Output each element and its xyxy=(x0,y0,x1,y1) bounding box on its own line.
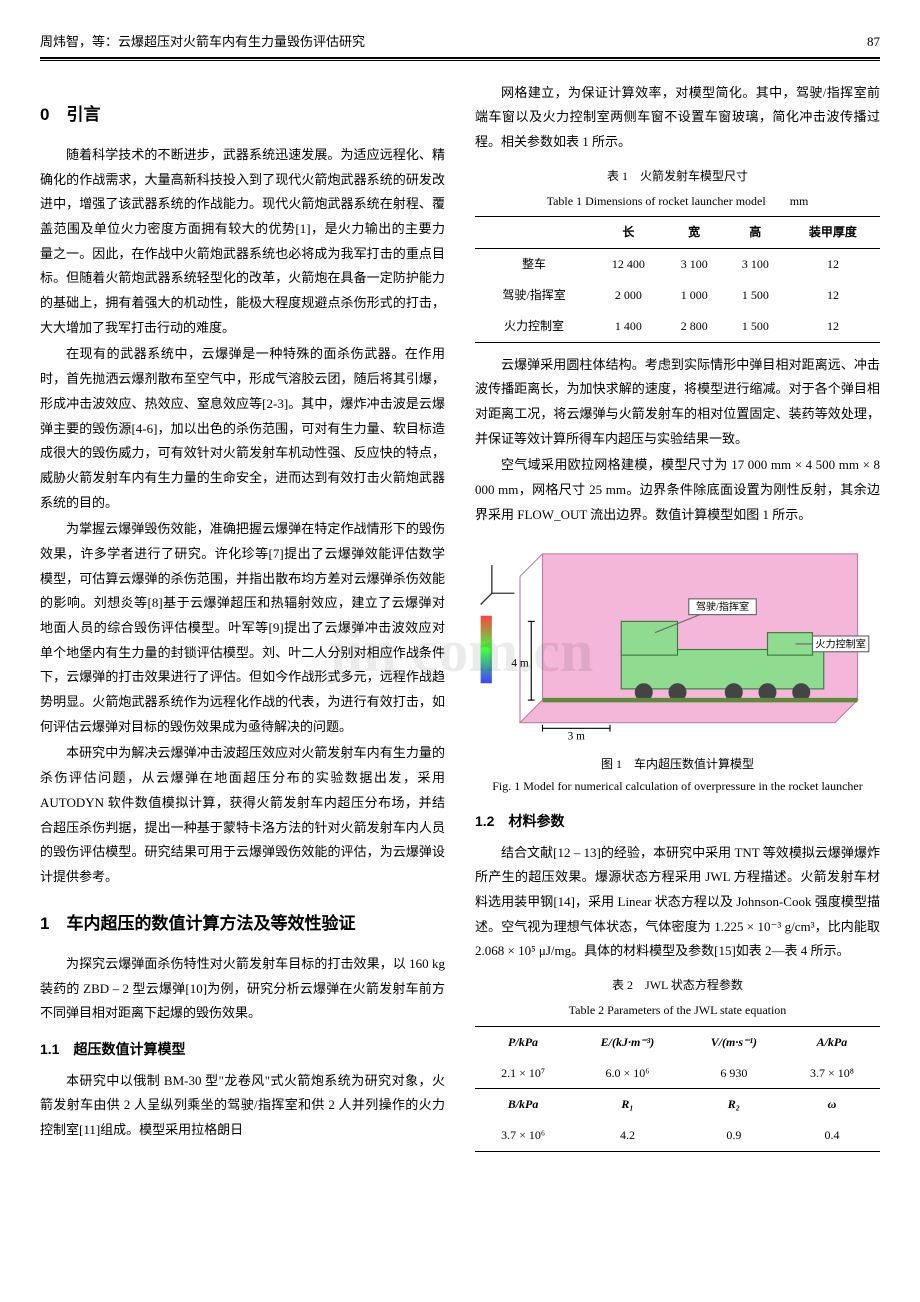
table-cell: 12 xyxy=(786,311,880,342)
table-cell: 1 400 xyxy=(593,311,664,342)
table-2-caption-cn: 表 2 JWL 状态方程参数 xyxy=(475,974,880,997)
table-cell: 1 000 xyxy=(664,280,725,311)
fig-dim-y: 4 m xyxy=(511,658,528,670)
table-cell: 1 500 xyxy=(725,280,786,311)
section-0-heading: 0 引言 xyxy=(40,99,445,131)
main-content: 0 引言 随着科学技术的不断进步，武器系统迅速发展。为适应远程化、精确化的作战需… xyxy=(40,81,880,1154)
page-header: 周炜智，等：云爆超压对火箭车内有生力量毁伤评估研究 87 xyxy=(40,30,880,59)
table-cell: 整车 xyxy=(475,249,593,280)
table-2-caption-en: Table 2 Parameters of the JWL state equa… xyxy=(475,999,880,1022)
table-cell: 2 800 xyxy=(664,311,725,342)
subsection-12-p1: 结合文献[12 – 13]的经验，本研究中采用 TNT 等效模拟云爆弹爆炸所产生… xyxy=(475,841,880,964)
table-cell: 12 xyxy=(786,249,880,280)
table-2-block: 表 2 JWL 状态方程参数 Table 2 Parameters of the… xyxy=(475,974,880,1152)
table-cell: 0.4 xyxy=(784,1120,880,1151)
header-title: 周炜智，等：云爆超压对火箭车内有生力量毁伤评估研究 xyxy=(40,30,365,55)
table-1-h1: 长 xyxy=(593,217,664,249)
table-cell: 2 000 xyxy=(593,280,664,311)
subsection-12-heading: 1.2 材料参数 xyxy=(475,808,880,835)
table-cell: 12 xyxy=(786,280,880,311)
figure-1-caption-en: Fig. 1 Model for numerical calculation o… xyxy=(475,775,880,798)
table-1-h2: 宽 xyxy=(664,217,725,249)
section-1-p1: 为探究云爆弹面杀伤特性对火箭发射车目标的打击效果，以 160 kg 装药的 ZB… xyxy=(40,952,445,1026)
figure-1-caption-cn: 图 1 车内超压数值计算模型 xyxy=(475,753,880,776)
right-col-p2: 云爆弹采用圆柱体结构。考虑到实际情形中弹目相对距离远、冲击波传播距离长，为加快求… xyxy=(475,353,880,452)
table-2-h4: B/kPa xyxy=(475,1089,571,1120)
table-1-caption-en: Table 1 Dimensions of rocket launcher mo… xyxy=(475,190,880,213)
table-cell: 1 500 xyxy=(725,311,786,342)
fig-dim-x: 3 m xyxy=(568,731,585,740)
table-cell: 3.7 × 10⁸ xyxy=(784,1058,880,1089)
figure-1-block: 驾驶/指挥室 火力控制室 4 m 3 m 图 1 车内超压数值计算模型 Fig.… xyxy=(475,537,880,798)
table-cell: 0.9 xyxy=(684,1120,784,1151)
figure-1-svg: 驾驶/指挥室 火力控制室 4 m 3 m xyxy=(475,537,880,740)
table-2-h1: E/(kJ·m⁻³) xyxy=(571,1026,684,1057)
table-cell: 4.2 xyxy=(571,1120,684,1151)
table-2-h2: V/(m·s⁻¹) xyxy=(684,1026,784,1057)
table-cell: 6 930 xyxy=(684,1058,784,1089)
table-cell: 火力控制室 xyxy=(475,311,593,342)
table-1-h3: 高 xyxy=(725,217,786,249)
table-1-block: 表 1 火箭发射车模型尺寸 Table 1 Dimensions of rock… xyxy=(475,165,880,343)
section-0-p4: 本研究中为解决云爆弹冲击波超压效应对火箭发射车内有生力量的杀伤评估问题，从云爆弹… xyxy=(40,741,445,889)
subsection-11-heading: 1.1 超压数值计算模型 xyxy=(40,1036,445,1063)
table-cell: 6.0 × 10⁶ xyxy=(571,1058,684,1089)
right-col-p1: 网格建立，为保证计算效率，对模型简化。其中，驾驶/指挥室前端车窗以及火力控制室两… xyxy=(475,81,880,155)
right-col-p3: 空气域采用欧拉网格建模，模型尺寸为 17 000 mm × 4 500 mm ×… xyxy=(475,453,880,527)
table-cell: 3 100 xyxy=(725,249,786,280)
subsection-11-p1: 本研究中以俄制 BM-30 型"龙卷风"式火箭炮系统为研究对象，火箭发射车由供 … xyxy=(40,1069,445,1143)
header-rule xyxy=(40,60,880,61)
table-2-h5: R₁ xyxy=(571,1089,684,1120)
page-number: 87 xyxy=(867,30,880,55)
fig-label-cab1: 驾驶/指挥室 xyxy=(696,600,749,613)
table-2-h6: R₂ xyxy=(684,1089,784,1120)
table-1-h0 xyxy=(475,217,593,249)
table-1-caption-cn: 表 1 火箭发射车模型尺寸 xyxy=(475,165,880,188)
section-0-p2: 在现有的武器系统中，云爆弹是一种特殊的面杀伤武器。在作用时，首先抛洒云爆剂散布至… xyxy=(40,342,445,515)
section-0-p1: 随着科学技术的不断进步，武器系统迅速发展。为适应远程化、精确化的作战需求，大量高… xyxy=(40,143,445,341)
section-1-heading: 1 车内超压的数值计算方法及等效性验证 xyxy=(40,908,445,940)
table-cell: 3 100 xyxy=(664,249,725,280)
table-cell: 12 400 xyxy=(593,249,664,280)
table-2-h7: ω xyxy=(784,1089,880,1120)
table-2-h3: A/kPa xyxy=(784,1026,880,1057)
table-2-h0: P/kPa xyxy=(475,1026,571,1057)
table-cell: 3.7 × 10⁶ xyxy=(475,1120,571,1151)
table-2: P/kPa E/(kJ·m⁻³) V/(m·s⁻¹) A/kPa 2.1 × 1… xyxy=(475,1026,880,1152)
section-0-p3: 为掌握云爆弹毁伤效能，准确把握云爆弹在特定作战情形下的毁伤效果，许多学者进行了研… xyxy=(40,517,445,739)
table-1-h4: 装甲厚度 xyxy=(786,217,880,249)
table-cell: 2.1 × 10⁷ xyxy=(475,1058,571,1089)
table-1: 长 宽 高 装甲厚度 整车 12 400 3 100 3 100 12 驾驶/指… xyxy=(475,216,880,342)
fig-label-cab2: 火力控制室 xyxy=(815,638,866,651)
table-cell: 驾驶/指挥室 xyxy=(475,280,593,311)
